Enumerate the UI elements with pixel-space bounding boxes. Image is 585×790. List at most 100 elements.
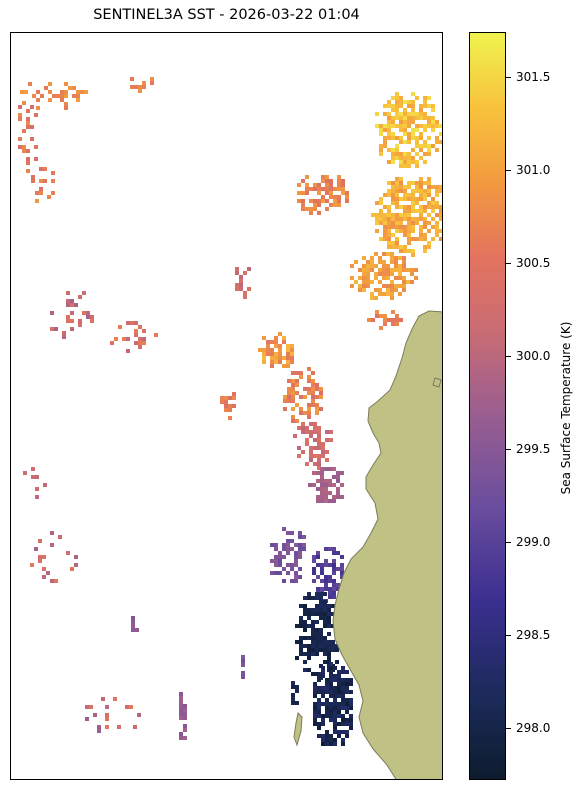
sst-pixel [183, 708, 187, 712]
sst-pixel [403, 185, 407, 189]
sst-pixel [337, 686, 341, 690]
sst-pixel [299, 620, 303, 624]
sst-pixel [290, 563, 294, 567]
sst-pixel [407, 160, 411, 164]
sst-pixel [410, 272, 414, 276]
sst-pixel [406, 280, 410, 284]
sst-pixel [312, 555, 316, 559]
sst-pixel [321, 442, 325, 446]
sst-pixel [345, 706, 349, 710]
sst-pixel [345, 682, 349, 686]
colorbar-tick [506, 634, 511, 636]
sst-pixel [316, 563, 320, 567]
sst-pixel [311, 612, 315, 616]
sst-pixel [395, 229, 399, 233]
sst-pixel [439, 237, 442, 241]
sst-pixel [291, 383, 295, 387]
sst-pixel [278, 559, 282, 563]
sst-pixel [311, 403, 315, 407]
sst-pixel [76, 90, 80, 94]
sst-pixel [435, 136, 439, 140]
sst-pixel [311, 640, 315, 644]
sst-pixel [321, 734, 325, 738]
sst-pixel [286, 360, 290, 364]
sst-pixel [333, 199, 337, 203]
sst-pixel [291, 701, 295, 705]
sst-pixel [290, 344, 294, 348]
sst-pixel [290, 356, 294, 360]
sst-pixel [336, 551, 340, 555]
sst-pixel [291, 415, 295, 419]
sst-pixel [399, 185, 403, 189]
sst-pixel [26, 117, 30, 121]
sst-pixel [31, 467, 35, 471]
sst-pixel [331, 624, 335, 628]
sst-pixel [391, 160, 395, 164]
sst-pixel [390, 272, 394, 276]
sst-pixel [383, 112, 387, 116]
sst-pixel [307, 656, 311, 660]
sst-pixel [315, 596, 319, 600]
sst-pixel [390, 252, 394, 256]
sst-pixel [70, 327, 74, 331]
sst-pixel [395, 225, 399, 229]
sst-pixel [341, 742, 345, 746]
sst-pixel [66, 303, 70, 307]
sst-pixel [118, 325, 122, 329]
sst-pixel [97, 729, 101, 733]
sst-pixel [362, 288, 366, 292]
sst-pixel [423, 217, 427, 221]
sst-pixel [266, 344, 270, 348]
sst-pixel [307, 644, 311, 648]
sst-pixel [68, 86, 72, 90]
sst-pixel [278, 352, 282, 356]
sst-pixel [38, 539, 42, 543]
sst-pixel [317, 698, 321, 702]
sst-pixel [270, 352, 274, 356]
sst-pixel [366, 264, 370, 268]
sst-pixel [333, 726, 337, 730]
sst-pixel [399, 160, 403, 164]
sst-pixel [387, 241, 391, 245]
sst-pixel [419, 189, 423, 193]
sst-pixel [362, 272, 366, 276]
sst-pixel [391, 233, 395, 237]
sst-pixel [395, 217, 399, 221]
sst-pixel [340, 563, 344, 567]
sst-pixel [316, 471, 320, 475]
sst-pixel [86, 315, 90, 319]
sst-pixel [294, 575, 298, 579]
sst-pixel [321, 674, 325, 678]
sst-pixel [324, 467, 328, 471]
sst-pixel [398, 284, 402, 288]
sst-pixel [299, 640, 303, 644]
sst-pixel [332, 551, 336, 555]
sst-pixel [423, 112, 427, 116]
sst-pixel [183, 704, 187, 708]
sst-pixel [315, 407, 319, 411]
sst-pixel [423, 124, 427, 128]
colorbar-tick [506, 169, 511, 171]
sst-pixel [301, 191, 305, 195]
sst-pixel [333, 686, 337, 690]
sst-pixel [60, 98, 64, 102]
sst-pixel [293, 434, 297, 438]
sst-pixel [435, 185, 439, 189]
sst-pixel [282, 567, 286, 571]
sst-pixel [403, 132, 407, 136]
sst-pixel [336, 491, 340, 495]
map-title: SENTINEL3A SST - 2026-03-22 01:04 [93, 7, 360, 23]
sst-pixel [407, 120, 411, 124]
sst-pixel [390, 296, 394, 300]
sst-pixel [391, 322, 395, 326]
sst-pixel [241, 675, 245, 679]
sst-pixel [303, 636, 307, 640]
sst-pixel [423, 96, 427, 100]
sst-pixel [329, 682, 333, 686]
sst-pixel [224, 400, 228, 404]
sst-pixel [375, 229, 379, 233]
sst-pixel [423, 197, 427, 201]
sst-pixel [379, 209, 383, 213]
sst-pixel [290, 579, 294, 583]
sst-pixel [387, 100, 391, 104]
